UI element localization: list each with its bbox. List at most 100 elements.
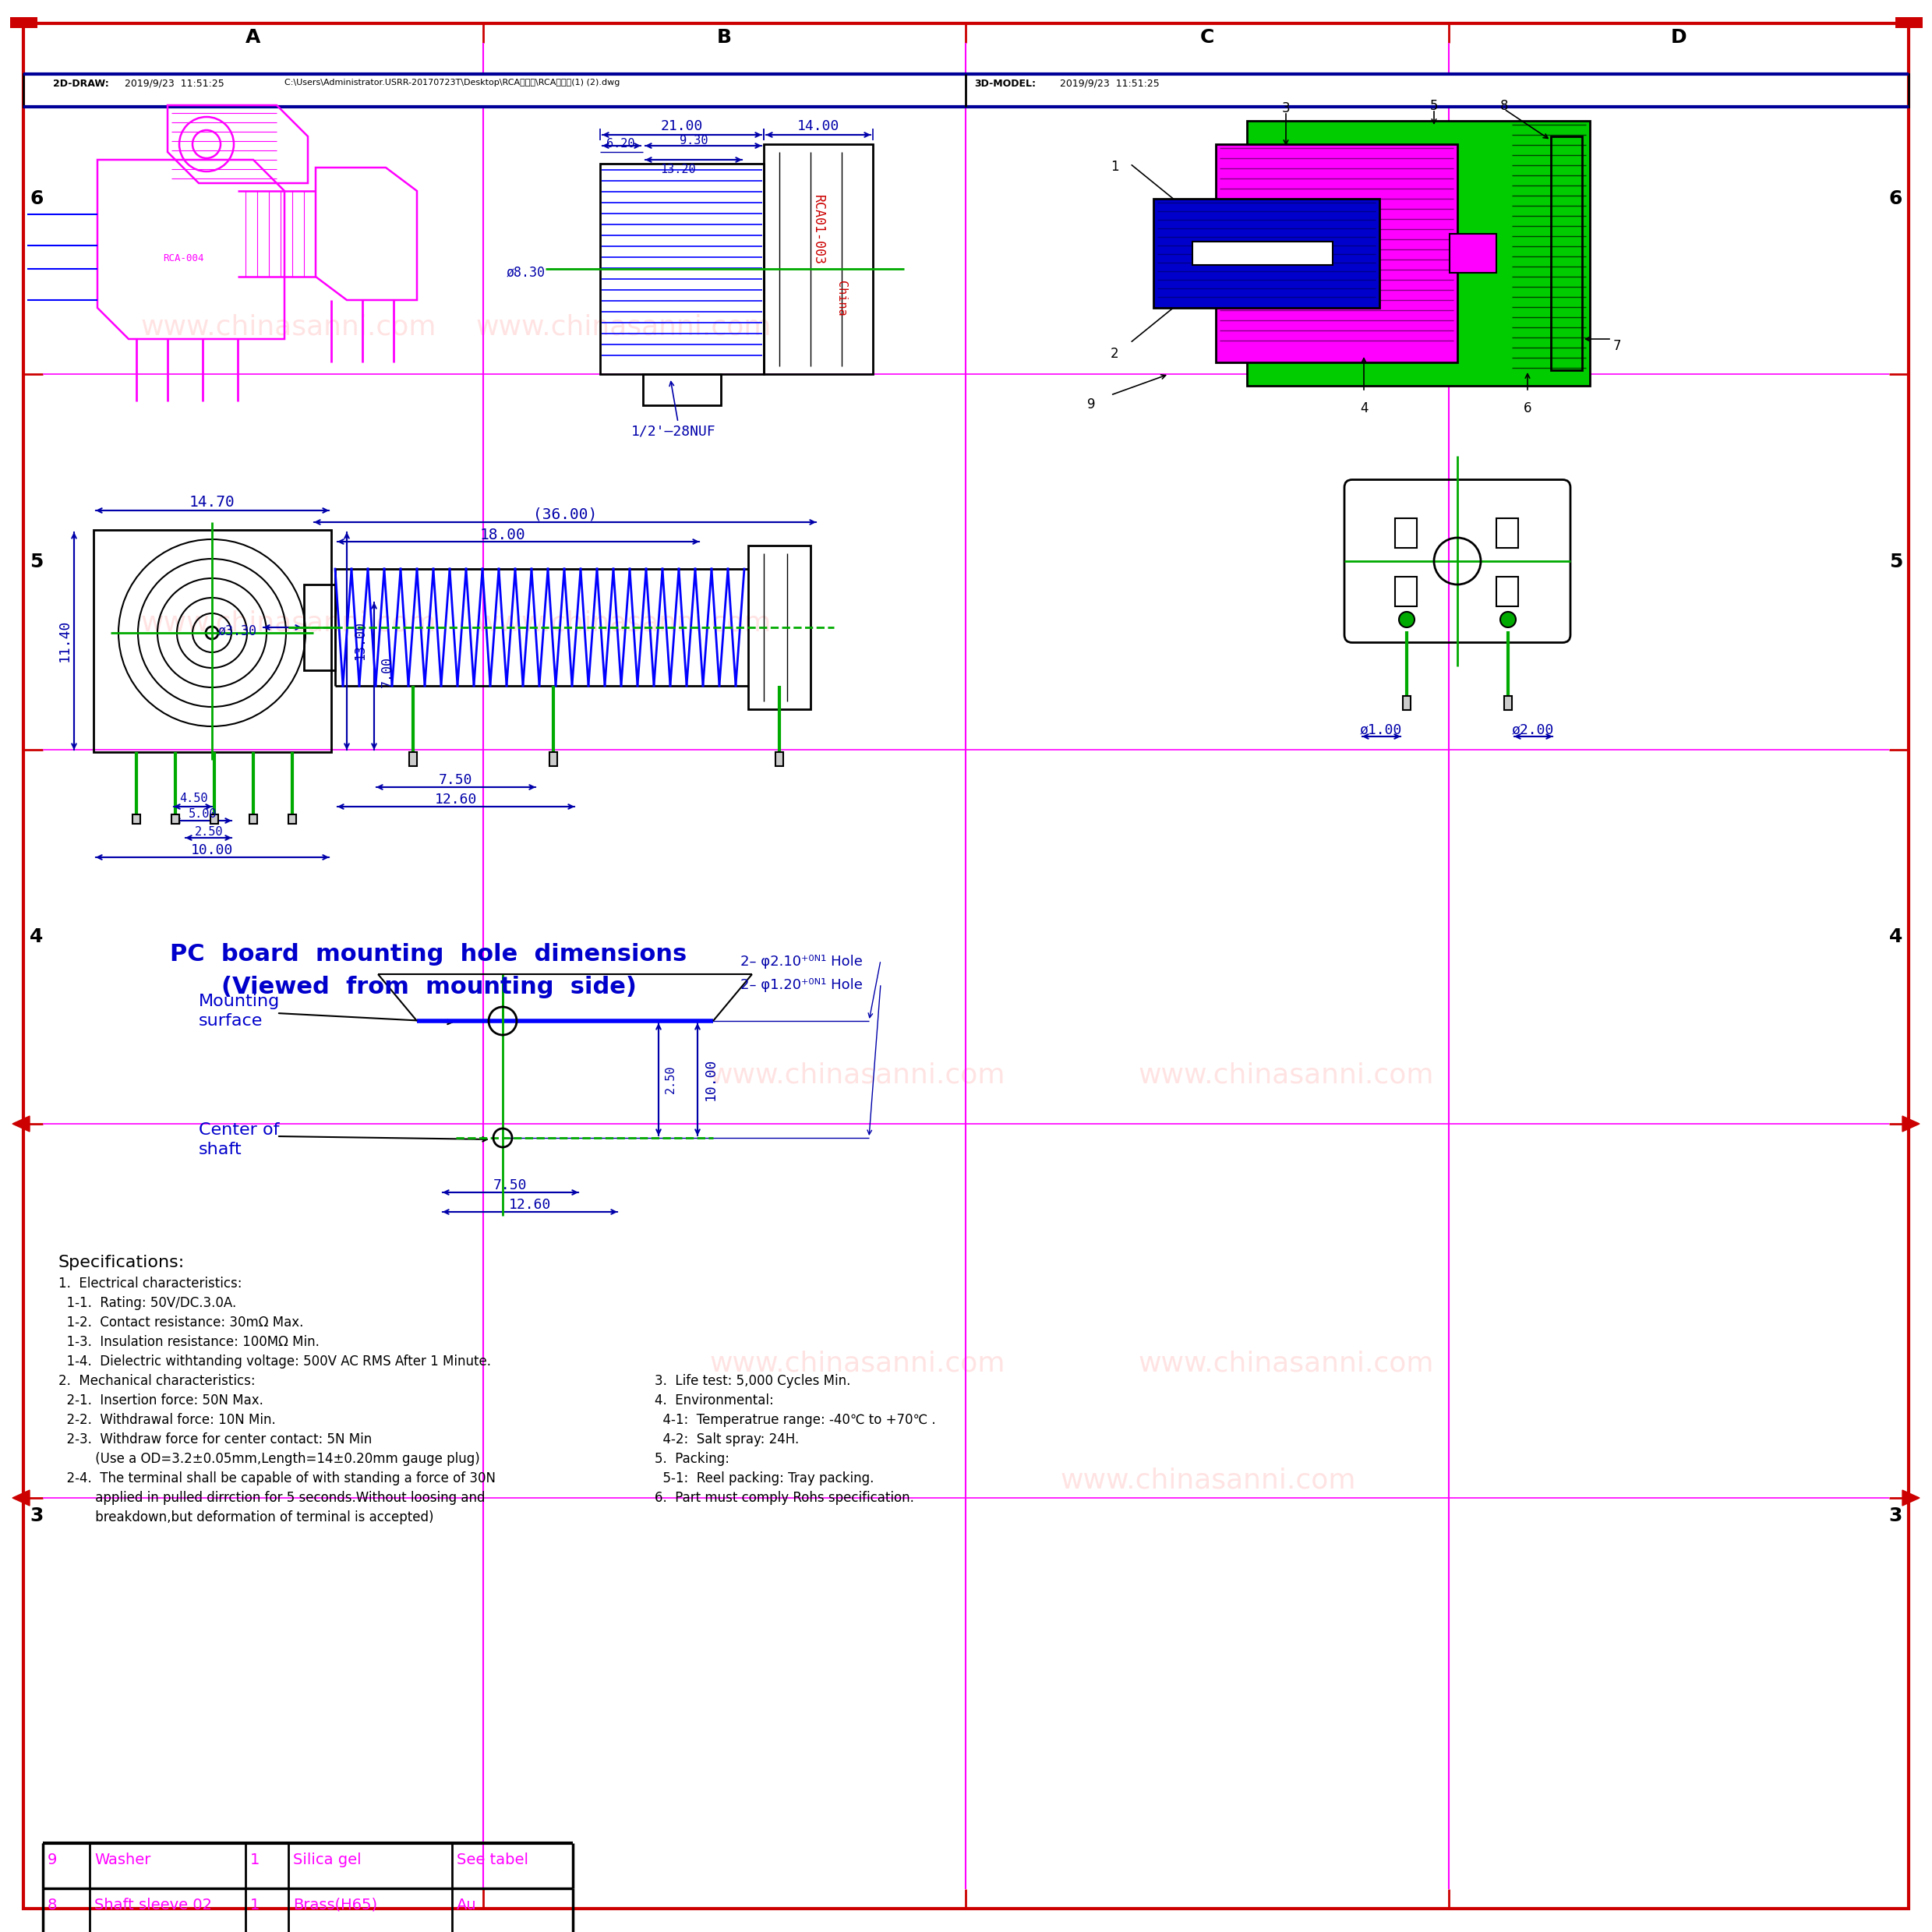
Text: shaft: shaft — [199, 1142, 242, 1157]
Bar — [763, 145, 873, 375]
Text: 1: 1 — [1111, 160, 1119, 174]
Bar — [775, 752, 782, 767]
Bar — [1395, 518, 1416, 549]
Text: 3: 3 — [29, 1507, 43, 1524]
Bar — [1395, 578, 1416, 607]
Text: A: A — [245, 29, 261, 46]
Text: breakdown,but deformation of terminal is accepted): breakdown,but deformation of terminal is… — [58, 1511, 433, 1524]
Text: 2.50: 2.50 — [195, 827, 222, 838]
Bar — [10, 17, 37, 29]
Bar — [211, 815, 218, 823]
Text: 4: 4 — [1889, 927, 1903, 947]
Text: RCA01-003: RCA01-003 — [811, 195, 825, 265]
Text: 5: 5 — [1430, 99, 1437, 112]
Circle shape — [1399, 612, 1414, 628]
Text: 4: 4 — [1360, 402, 1368, 415]
Text: 8: 8 — [1499, 99, 1509, 112]
Text: Au: Au — [456, 1897, 477, 1913]
Polygon shape — [12, 1490, 29, 1505]
Text: 2D-DRAW:: 2D-DRAW: — [52, 79, 108, 89]
Text: applied in pulled dirrction for 5 seconds.Without loosing and: applied in pulled dirrction for 5 second… — [58, 1492, 485, 1505]
Bar — [1551, 137, 1582, 371]
Text: Mounting: Mounting — [199, 993, 280, 1009]
Text: 1/2'–28NUF: 1/2'–28NUF — [632, 425, 717, 439]
Bar — [410, 752, 417, 767]
Text: www.chinasanni.com: www.chinasanni.com — [1138, 1350, 1434, 1378]
Text: ø3.30: ø3.30 — [218, 624, 257, 638]
Text: 5: 5 — [29, 553, 43, 572]
Bar — [23, 73, 1909, 106]
Bar — [93, 529, 330, 752]
Text: www.chinasanni.com: www.chinasanni.com — [475, 315, 771, 340]
Text: 5.  Packing:: 5. Packing: — [655, 1453, 730, 1466]
Text: 1: 1 — [249, 1853, 259, 1868]
Text: 7.00: 7.00 — [381, 657, 394, 688]
Text: www.chinasanni.com: www.chinasanni.com — [141, 611, 437, 638]
Bar — [1403, 696, 1410, 709]
Text: 2.  Mechanical characteristics:: 2. Mechanical characteristics: — [58, 1374, 255, 1387]
Bar — [249, 815, 257, 823]
Text: 10.00: 10.00 — [191, 842, 234, 858]
Text: 7.50: 7.50 — [439, 773, 473, 786]
Text: ø1.00: ø1.00 — [1360, 723, 1403, 736]
Text: 4-2:  Salt spray: 24H.: 4-2: Salt spray: 24H. — [655, 1432, 800, 1447]
Bar — [172, 815, 180, 823]
Text: C: C — [1200, 29, 1215, 46]
Text: 6: 6 — [29, 189, 43, 209]
Text: 12.60: 12.60 — [508, 1198, 551, 1211]
Bar — [1246, 122, 1590, 386]
Text: 13.00: 13.00 — [354, 622, 367, 661]
Text: www.chinasanni.com: www.chinasanni.com — [1061, 1468, 1356, 1493]
Text: 1-1.  Rating: 50V/DC.3.0A.: 1-1. Rating: 50V/DC.3.0A. — [58, 1296, 236, 1310]
Text: 2019/9/23  11:51:25: 2019/9/23 11:51:25 — [126, 79, 224, 89]
Text: 4.  Environmental:: 4. Environmental: — [655, 1393, 773, 1408]
Text: (36.00): (36.00) — [533, 506, 597, 522]
Text: 12.60: 12.60 — [435, 792, 477, 808]
Bar — [1497, 578, 1519, 607]
Text: 11.40: 11.40 — [58, 620, 71, 663]
Text: Silica gel: Silica gel — [294, 1853, 361, 1868]
Text: See tabel: See tabel — [456, 1853, 527, 1868]
Text: 6: 6 — [1889, 189, 1903, 209]
Text: 14.00: 14.00 — [798, 120, 840, 133]
Text: 8: 8 — [48, 1897, 58, 1913]
Text: 9.30: 9.30 — [680, 135, 707, 147]
Bar — [1505, 696, 1513, 709]
Circle shape — [1501, 612, 1517, 628]
Bar — [748, 545, 811, 709]
Bar — [1895, 17, 1922, 29]
Bar — [133, 815, 141, 823]
Text: 4: 4 — [29, 927, 43, 947]
Text: 3D-MODEL:: 3D-MODEL: — [974, 79, 1036, 89]
Text: 1.  Electrical characteristics:: 1. Electrical characteristics: — [58, 1277, 242, 1291]
Text: 1-2.  Contact resistance: 30mΩ Max.: 1-2. Contact resistance: 30mΩ Max. — [58, 1316, 303, 1329]
Polygon shape — [12, 1117, 29, 1132]
Text: 3: 3 — [1281, 100, 1291, 116]
Text: 9: 9 — [48, 1853, 58, 1868]
Text: Washer: Washer — [95, 1853, 151, 1868]
Text: Center of: Center of — [199, 1122, 280, 1138]
Text: 3.  Life test: 5,000 Cycles Min.: 3. Life test: 5,000 Cycles Min. — [655, 1374, 850, 1387]
Text: www.chinasanni.com: www.chinasanni.com — [475, 611, 771, 638]
Bar — [303, 585, 334, 670]
Text: 2-3.  Withdraw force for center contact: 5N Min: 2-3. Withdraw force for center contact: … — [58, 1432, 373, 1447]
Text: 5.00: 5.00 — [189, 808, 216, 819]
Text: www.chinasanni.com: www.chinasanni.com — [709, 1063, 1005, 1090]
Polygon shape — [1903, 1490, 1920, 1505]
Text: 2: 2 — [1111, 348, 1119, 361]
Text: 13.20: 13.20 — [661, 164, 696, 176]
Text: 1: 1 — [249, 1897, 259, 1913]
Text: 9: 9 — [1088, 398, 1095, 412]
Text: D: D — [1671, 29, 1687, 46]
Text: China: China — [837, 280, 848, 317]
Text: ø8.30: ø8.30 — [506, 265, 545, 278]
Text: 2.50: 2.50 — [665, 1065, 676, 1094]
Text: 1-3.  Insulation resistance: 100MΩ Min.: 1-3. Insulation resistance: 100MΩ Min. — [58, 1335, 319, 1349]
Bar — [1192, 242, 1333, 265]
Bar — [1153, 199, 1379, 307]
Text: 2-4.  The terminal shall be capable of with standing a force of 30N: 2-4. The terminal shall be capable of wi… — [58, 1472, 497, 1486]
Text: 2– φ2.10⁺⁰ᴺ¹ Hole: 2– φ2.10⁺⁰ᴺ¹ Hole — [740, 954, 864, 968]
Text: Shaft sleeve 02: Shaft sleeve 02 — [95, 1897, 213, 1913]
Bar — [549, 752, 556, 767]
Text: surface: surface — [199, 1012, 263, 1028]
